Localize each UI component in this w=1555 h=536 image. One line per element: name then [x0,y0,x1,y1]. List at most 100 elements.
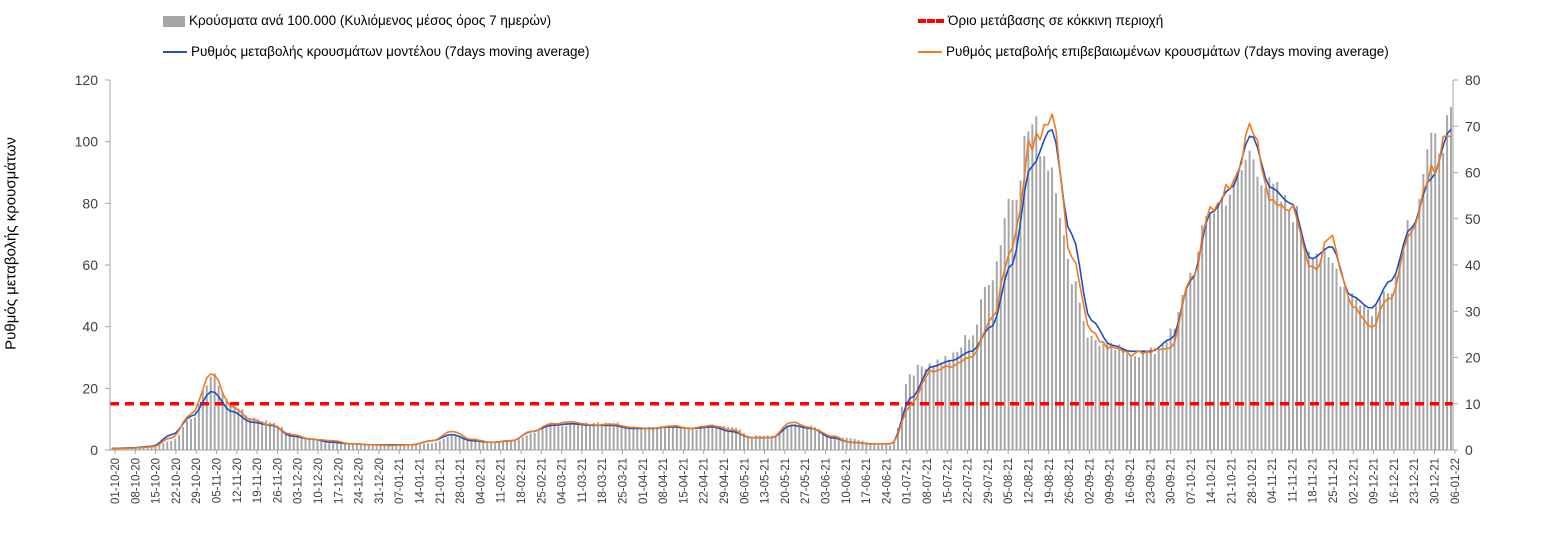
case-rate-bar [336,443,339,450]
x-axis-tick-label: 04-11-21 [1267,458,1279,503]
x-axis-tick-label: 21-01-21 [435,458,447,504]
case-rate-bar [1295,205,1298,450]
case-rate-bar [581,424,584,450]
case-rate-bar [1315,253,1318,450]
case-rate-bar [687,429,690,450]
x-axis-tick-label: 12-11-20 [232,458,244,503]
case-rate-bar [881,444,884,450]
case-rate-bar [1268,177,1271,450]
case-rate-bar [671,427,674,450]
case-rate-bar [1228,194,1231,450]
case-rate-bar [656,428,659,450]
case-rate-bar [1058,218,1061,450]
case-rate-bar [900,406,903,450]
case-rate-bar [178,434,181,450]
case-rate-bar [723,425,726,450]
right-axis-tick-label: 40 [1465,257,1481,273]
legend-item-threshold: Όριο μετάβασης σε κόκκινη περιοχή [918,13,1163,28]
case-rate-bar [387,445,390,450]
case-rate-bar [1430,132,1433,451]
case-rate-bar [1288,210,1291,450]
case-rate-bar [750,436,753,450]
x-axis-tick-label: 19-11-20 [252,458,264,503]
case-rate-bar [588,423,591,450]
case-rate-bar [837,436,840,450]
case-rate-bar [1114,350,1117,450]
left-axis-tick-label: 100 [75,134,99,150]
case-rate-bar [1299,231,1302,450]
case-rate-bar [1027,131,1030,450]
x-axis-tick-label: 22-10-20 [171,458,183,504]
case-rate-bar [1363,305,1366,450]
case-rate-bar [679,427,682,450]
case-rate-bar [1232,179,1235,451]
right-axis-tick-label: 80 [1465,72,1481,88]
x-axis-tick-label: 25-02-21 [536,458,548,504]
case-rate-bar [426,443,429,450]
case-rate-bar [1011,200,1014,450]
x-axis-tick-label: 15-10-20 [151,458,163,504]
x-axis-tick-label: 13-05-21 [760,458,772,504]
case-rate-bar [1019,180,1022,450]
x-axis-tick-label: 03-12-20 [293,458,305,504]
case-rate-bar [853,438,856,450]
case-rate-bar [1074,281,1077,450]
left-axis-tick-label: 80 [82,195,98,211]
x-axis-tick-label: 07-01-21 [394,458,406,504]
x-axis-tick-label: 09-12-21 [1369,458,1381,504]
case-rate-bar [964,335,967,450]
case-rate-bar [300,435,303,450]
case-rate-bar [592,422,595,450]
case-rate-bar [549,423,552,450]
right-axis-tick-label: 10 [1465,396,1481,412]
case-rate-bar [470,438,473,450]
x-axis-tick-label: 29-04-21 [719,458,731,504]
case-rate-bar [683,428,686,450]
case-rate-bar [1272,183,1275,450]
case-rate-bar [766,435,769,450]
case-rate-bar [1201,225,1204,450]
case-rate-bar [932,365,935,450]
case-rate-bar [833,436,836,450]
case-rate-bar [1094,340,1097,450]
x-axis-tick-label: 01-07-21 [902,458,914,504]
case-rate-bar [1276,181,1279,450]
case-rate-bar [557,425,560,450]
case-rate-bar [1062,235,1065,450]
case-rate-bar [569,424,572,450]
case-rate-bar [1157,348,1160,450]
x-axis-tick-label: 04-03-21 [557,458,569,504]
case-rate-bar [1205,216,1208,450]
case-rate-bar [956,351,959,450]
right-axis-tick-label: 50 [1465,211,1481,227]
case-rate-bar [1209,214,1212,450]
case-rate-bar [644,427,647,450]
x-axis-tick-label: 24-06-21 [881,458,893,504]
case-rate-bar [699,426,702,450]
x-axis-tick-label: 08-07-21 [922,458,934,504]
legend-swatch-confirmed [918,51,942,54]
right-axis-tick-label: 30 [1465,303,1481,319]
case-rate-bar [201,390,204,450]
case-rate-bar [1438,153,1441,451]
case-rate-bar [1414,222,1417,450]
case-rate-bar [399,445,402,450]
case-rate-bar [351,444,354,450]
legend-swatch-model [163,51,187,54]
case-rate-bar [825,435,828,450]
x-axis-tick-label: 10-06-21 [841,458,853,504]
case-rate-bar [221,391,224,450]
left-axis-tick-label: 0 [90,442,98,458]
case-rate-bar [608,423,611,450]
axes: 0 20 40 60 80 100 120 0 10 20 30 40 50 60 70 80 01-10-20… [75,72,1481,504]
case-rate-bar [142,446,145,450]
case-rate-bar [415,444,418,450]
x-axis-tick-label: 10-12-20 [313,458,325,504]
case-rate-bar [533,432,536,450]
case-rate-bar [541,427,544,450]
case-rate-bar [944,355,947,450]
x-axis-tick-label: 05-11-20 [212,458,224,503]
case-rate-bar [158,444,161,450]
case-rate-bar [371,445,374,450]
x-axis-tick-label: 29-10-20 [191,458,203,504]
